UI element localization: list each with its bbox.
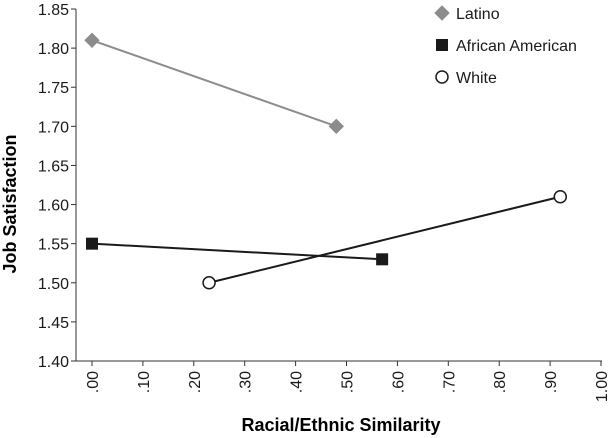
y-tick-label: 1.70 (38, 119, 69, 136)
data-point-latino (328, 118, 345, 135)
x-tick-label: .00 (85, 371, 102, 393)
legend-marker-african-american (436, 39, 448, 51)
series-line-white (208, 195, 561, 284)
y-tick-label: 1.60 (38, 198, 69, 215)
y-axis-title: Job Satisfaction (0, 134, 20, 273)
legend-marker-latino (434, 5, 450, 21)
data-point-african-american (86, 237, 98, 250)
series-line-latino (91, 39, 337, 128)
y-tick-label: 1.55 (38, 237, 69, 254)
legend-label-african-american: African American (456, 38, 577, 55)
series-line-african-american (91, 242, 383, 261)
x-tick-label: .20 (187, 371, 204, 393)
data-point-latino (84, 32, 100, 48)
legend-label-latino: Latino (456, 6, 500, 23)
x-tick-label: .40 (289, 371, 306, 393)
x-tick-label: .90 (543, 371, 560, 393)
y-tick-label: 1.80 (38, 41, 69, 58)
x-tick-label: .50 (340, 371, 357, 393)
x-tick-label: 1.00 (594, 371, 611, 402)
x-tick-label: .10 (136, 371, 153, 393)
y-tick-label: 1.75 (38, 80, 69, 97)
data-point-white (202, 276, 216, 290)
y-tick-label: 1.65 (38, 158, 69, 175)
x-axis-title: Racial/Ethnic Similarity (241, 415, 440, 435)
x-tick-label: .70 (441, 371, 458, 393)
plot-area (84, 32, 568, 290)
y-tick-label: 1.50 (38, 276, 69, 293)
legend-marker-white (435, 70, 449, 84)
y-tick-label: 1.45 (38, 315, 69, 332)
x-tick-label: .30 (238, 371, 255, 393)
legend: Latino African American White (434, 5, 577, 87)
legend-label-white: White (456, 70, 497, 87)
axes: 1.40 1.45 1.50 1.55 1.60 1.65 1.70 1.75 1.80 1.85… (38, 2, 611, 402)
y-tick-label: 1.85 (38, 2, 69, 19)
x-tick-label: .60 (390, 371, 407, 393)
data-point-african-american (376, 253, 389, 266)
y-tick-label: 1.40 (38, 354, 69, 371)
x-tick-label: .80 (492, 371, 509, 393)
data-point-white (553, 189, 568, 204)
